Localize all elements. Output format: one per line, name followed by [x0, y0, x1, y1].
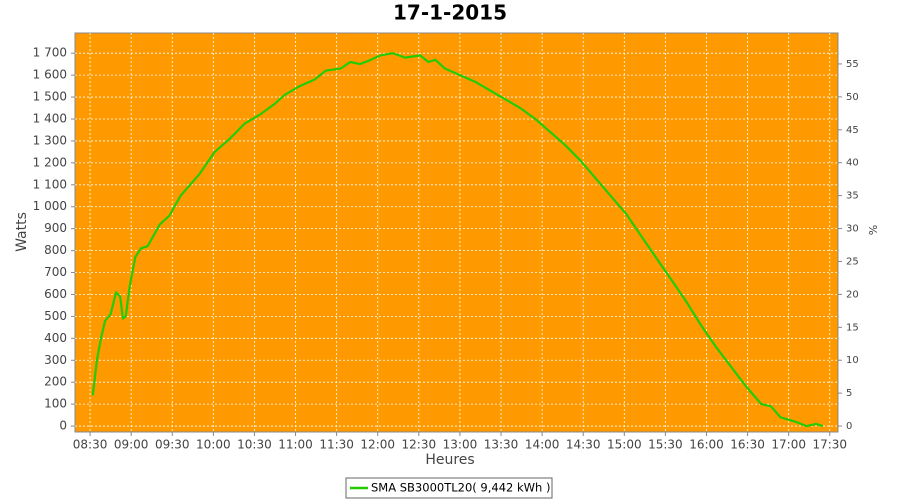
x-tick-label: 12:30 [402, 438, 437, 452]
data-line [91, 52, 824, 428]
legend-label: SMA SB3000TL20( 9,442 kWh ) [371, 481, 550, 495]
x-tick-label: 13:30 [484, 438, 519, 452]
y-tick-label: 200 [44, 375, 67, 389]
y-axis-label: Watts [14, 212, 30, 252]
y2-tick-label: 10 [846, 355, 859, 366]
x-tick-label: 10:30 [237, 438, 272, 452]
x-tick-label: 12:00 [360, 438, 395, 452]
y-tick-label: 1 700 [33, 46, 67, 60]
x-tick-label: 11:00 [278, 438, 313, 452]
y-tick-label: 1 400 [33, 111, 67, 125]
x-tick-label: 15:00 [607, 438, 642, 452]
x-tick-label: 08:30 [73, 438, 108, 452]
y2-tick-label: 35 [846, 191, 859, 202]
y2-tick-label: 15 [846, 322, 859, 333]
y-tick-label: 600 [44, 287, 67, 301]
x-tick-label: 13:00 [443, 438, 478, 452]
y-tick-label: 1 100 [33, 177, 67, 191]
x-tick-label: 16:30 [730, 438, 765, 452]
y-tick-label: 400 [44, 331, 67, 345]
y-tick-label: 900 [44, 221, 67, 235]
y2-tick-label: 50 [846, 92, 859, 103]
y2-tick-label: 5 [846, 388, 852, 399]
y-tick-label: 1 000 [33, 199, 67, 213]
y2-axis-label: % [866, 225, 879, 235]
x-tick-label: 15:30 [648, 438, 683, 452]
y2-tick-label: 40 [846, 158, 859, 169]
y2-tick-label: 25 [846, 256, 859, 267]
plot-area [74, 32, 839, 433]
x-tick-label: 14:30 [566, 438, 601, 452]
y-tick-label: 1 600 [33, 68, 67, 82]
y-tick-label: 500 [44, 309, 67, 323]
y-tick-label: 700 [44, 265, 67, 279]
y-tick-label: 1 200 [33, 155, 67, 169]
y2-tick-label: 0 [846, 421, 852, 432]
y2-tick-label: 55 [846, 59, 859, 70]
y2-tick-label: 20 [846, 289, 859, 300]
y-tick-label: 800 [44, 243, 67, 257]
x-tick-label: 17:00 [771, 438, 806, 452]
y-tick-label: 0 [59, 419, 67, 433]
chart-title: 17-1-2015 [393, 1, 507, 25]
y-tick-label: 100 [44, 397, 67, 411]
x-tick-label: 17:30 [812, 438, 847, 452]
y-tick-label: 1 300 [33, 133, 67, 147]
x-tick-label: 11:30 [319, 438, 354, 452]
x-axis-label: Heures [425, 452, 474, 468]
x-tick-label: 14:00 [525, 438, 560, 452]
y-tick-label: 300 [44, 353, 67, 367]
x-tick-label: 09:00 [114, 438, 149, 452]
x-tick-label: 09:30 [155, 438, 190, 452]
x-tick-label: 10:00 [196, 438, 231, 452]
x-tick-label: 16:00 [689, 438, 724, 452]
y2-tick-label: 30 [846, 224, 859, 235]
legend-box [345, 477, 553, 499]
y-tick-label: 1 500 [33, 90, 67, 104]
y2-tick-label: 45 [846, 125, 859, 136]
